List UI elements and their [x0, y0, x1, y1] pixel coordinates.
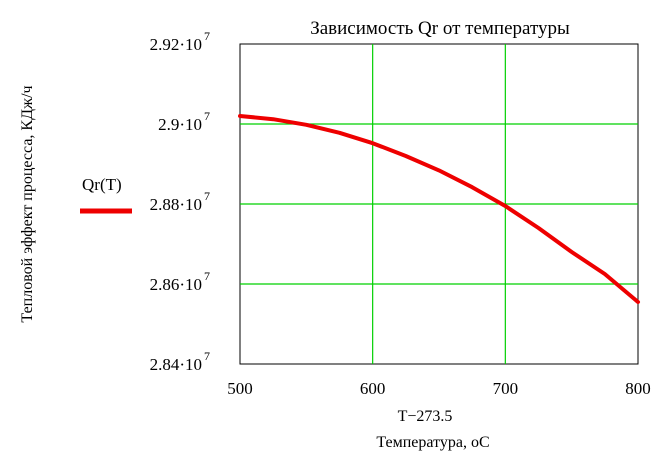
series-layer [238, 114, 640, 304]
y-tick-exponent: 7 [204, 29, 210, 43]
grid-lines [240, 44, 638, 364]
y-tick-exponent: 7 [204, 189, 210, 203]
x-tick-label: 800 [625, 379, 651, 398]
x-tick-label: 600 [360, 379, 386, 398]
y-tick-label: 2.86·10 [150, 275, 202, 294]
x-axis-expression: T−273.5 [398, 408, 453, 425]
legend: Qr(T) [80, 175, 132, 214]
y-axis-label: Тепловой эффект процесса, КДж/ч [19, 85, 36, 322]
y-tick-exponent: 7 [204, 109, 210, 123]
y-tick-label: 2.92·10 [150, 35, 202, 54]
legend-label: Qr(T) [82, 175, 122, 194]
x-tick-label: 500 [227, 379, 253, 398]
y-tick-label: 2.88·10 [150, 195, 202, 214]
y-tick-label: 2.84·10 [150, 355, 202, 374]
x-tick-label: 700 [493, 379, 519, 398]
series-line-0 [238, 114, 640, 304]
x-tick-labels: 500 600 700 800 [227, 379, 651, 398]
y-tick-label: 2.9·10 [158, 115, 202, 134]
y-tick-exponent: 7 [204, 269, 210, 283]
chart-title: Зависимость Qr от температуры [310, 18, 570, 39]
y-tick-labels: 2.92·10 72.9·10 72.88·10 72.86·10 72.84·10 7 [150, 29, 210, 374]
x-axis-label: Температура, оС [376, 434, 489, 451]
y-tick-exponent: 7 [204, 349, 210, 363]
